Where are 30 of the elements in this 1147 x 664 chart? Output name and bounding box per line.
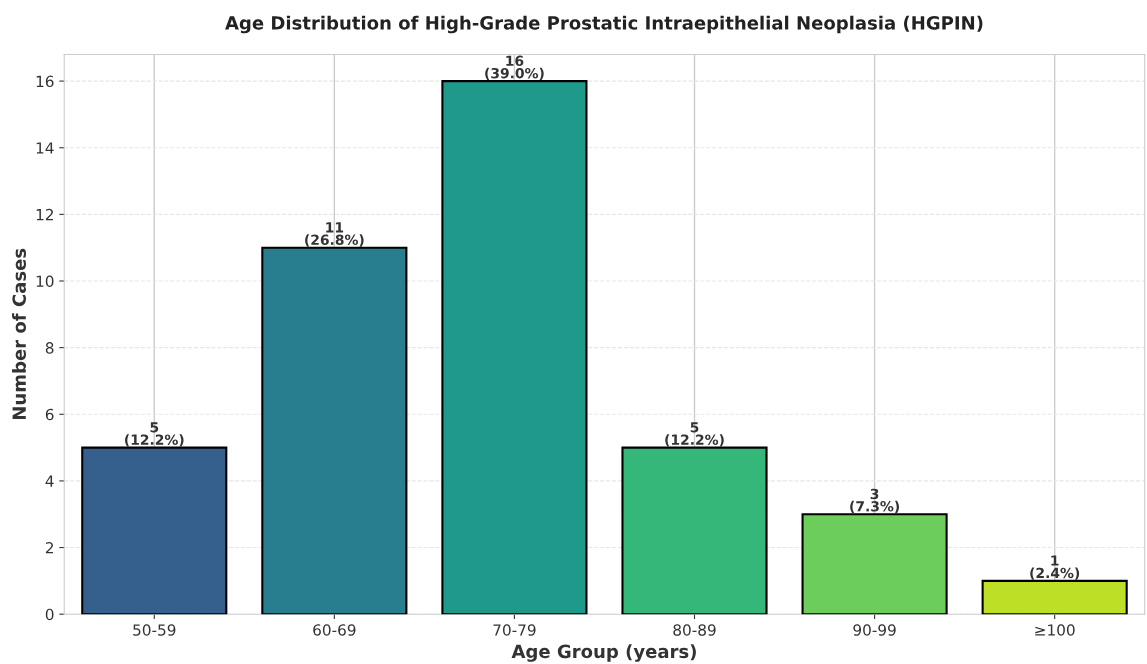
bar [801,513,948,615]
y-tick-label: 0 [45,608,54,621]
y-axis-title: Number of Cases [12,248,27,420]
x-tick-label: 60-69 [313,624,356,636]
bar [621,446,768,615]
data-label: 5 (12.2%) [665,422,724,447]
y-tick-label: 6 [45,408,54,421]
bar [261,246,408,615]
y-tick-label: 10 [36,275,54,288]
x-tick-label: ≥100 [1035,624,1075,636]
y-tick-label: 4 [45,475,54,487]
x-tick-label: 90-99 [853,624,896,636]
y-tick-label: 8 [45,342,54,354]
data-label: 3 (7.3%) [850,488,899,514]
y-tick-label: 16 [36,75,54,88]
x-axis-title: Age Group (years) [511,644,696,662]
y-tick-label: 2 [45,542,53,554]
y-tick-label: 12 [36,208,53,221]
x-tick-label: 70-79 [493,624,536,636]
data-label: 1 (2.4%) [1030,555,1080,580]
data-label: 5 (12.2%) [125,422,184,447]
chart-title: Age Distribution of High-Grade Prostatic Intraepithelial Neoplasia (HGPIN) [225,15,983,34]
bar [981,579,1128,615]
data-label: 16 (39.0%) [485,55,544,81]
y-tick-label: 14 [36,142,54,154]
x-tick-label: 50-59 [133,624,176,636]
bar [81,446,228,615]
x-tick-label: 80-89 [673,624,716,636]
bar [441,80,588,615]
data-label: 11 (26.8%) [305,222,364,247]
